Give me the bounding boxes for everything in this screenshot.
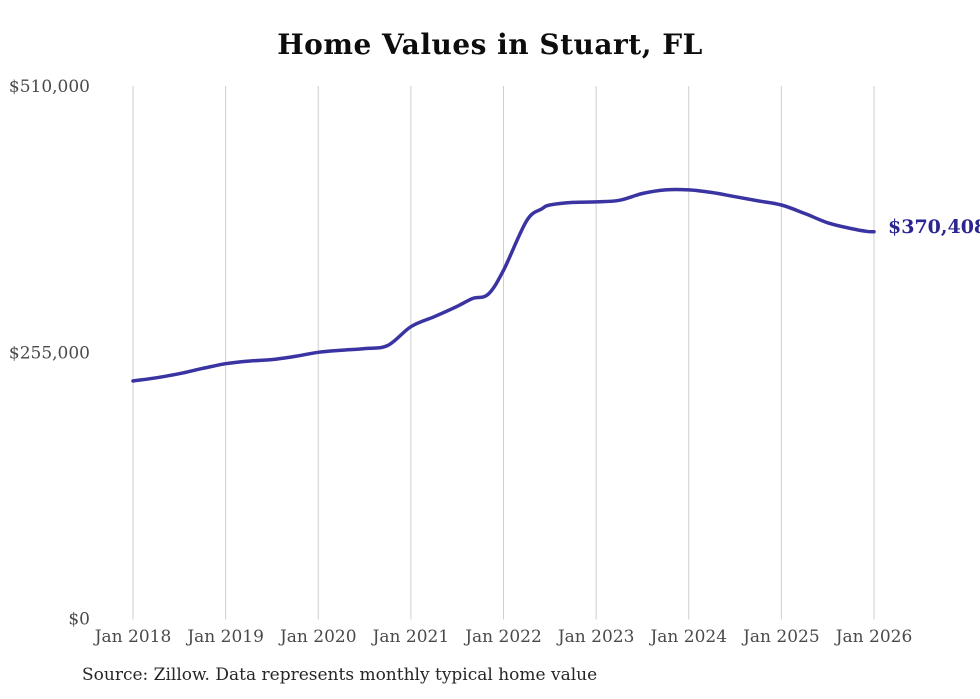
y-tick-label: $255,000 xyxy=(9,343,90,363)
x-tick-label: Jan 2018 xyxy=(93,627,172,647)
chart-title: Home Values in Stuart, FL xyxy=(277,28,703,61)
value-line xyxy=(131,187,876,383)
x-tick-label: Jan 2019 xyxy=(185,627,264,647)
x-tick-label: Jan 2026 xyxy=(834,627,913,647)
x-tick-label: Jan 2024 xyxy=(648,627,727,647)
source-note: Source: Zillow. Data represents monthly … xyxy=(82,665,598,685)
x-tick-label: Jan 2020 xyxy=(278,627,357,647)
x-tick-label: Jan 2023 xyxy=(556,627,635,647)
y-tick-label: $510,000 xyxy=(9,77,90,97)
y-tick-label: $0 xyxy=(68,610,90,630)
x-tick-label: Jan 2022 xyxy=(463,627,542,647)
x-tick-label: Jan 2025 xyxy=(741,627,820,647)
current-value-label: $370,408 xyxy=(888,216,980,238)
x-tick-label: Jan 2021 xyxy=(371,627,450,647)
